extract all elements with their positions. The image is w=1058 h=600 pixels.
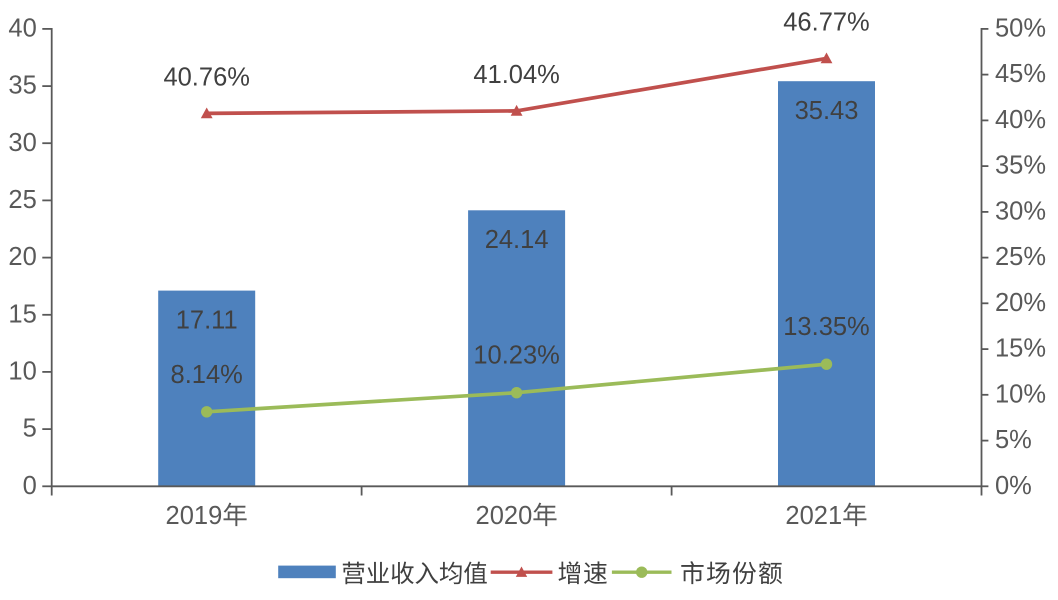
svg-text:25%: 25% — [995, 243, 1046, 271]
svg-text:13.35%: 13.35% — [783, 313, 870, 341]
svg-text:46.77%: 46.77% — [783, 9, 870, 37]
svg-text:40: 40 — [8, 15, 36, 43]
svg-text:15%: 15% — [995, 335, 1046, 363]
svg-text:10.23%: 10.23% — [473, 342, 560, 370]
svg-text:8.14%: 8.14% — [171, 361, 243, 389]
svg-text:24.14: 24.14 — [485, 226, 549, 254]
svg-text:10: 10 — [8, 358, 36, 386]
svg-text:15: 15 — [8, 300, 36, 328]
svg-text:20%: 20% — [995, 289, 1046, 317]
svg-text:0: 0 — [23, 472, 37, 500]
svg-text:2020: 2020 — [476, 502, 533, 530]
svg-text:17.11: 17.11 — [176, 306, 238, 334]
svg-text:2021: 2021 — [785, 502, 842, 530]
svg-text:40.76%: 40.76% — [163, 64, 250, 92]
svg-text:20: 20 — [8, 243, 36, 271]
svg-text:35: 35 — [8, 72, 36, 100]
svg-text:50%: 50% — [995, 15, 1046, 43]
svg-text:41.04%: 41.04% — [473, 61, 560, 89]
svg-text:30: 30 — [8, 129, 36, 157]
svg-text:35%: 35% — [995, 152, 1046, 180]
svg-text:25: 25 — [8, 186, 36, 214]
svg-text:45%: 45% — [995, 60, 1046, 88]
svg-text:2019: 2019 — [166, 502, 223, 530]
svg-text:10%: 10% — [995, 380, 1046, 408]
svg-text:0%: 0% — [995, 472, 1032, 500]
svg-text:35.43: 35.43 — [795, 97, 859, 125]
svg-text:5: 5 — [23, 415, 37, 443]
svg-text:40%: 40% — [995, 106, 1046, 134]
svg-text:5%: 5% — [995, 426, 1032, 454]
svg-text:30%: 30% — [995, 197, 1046, 225]
